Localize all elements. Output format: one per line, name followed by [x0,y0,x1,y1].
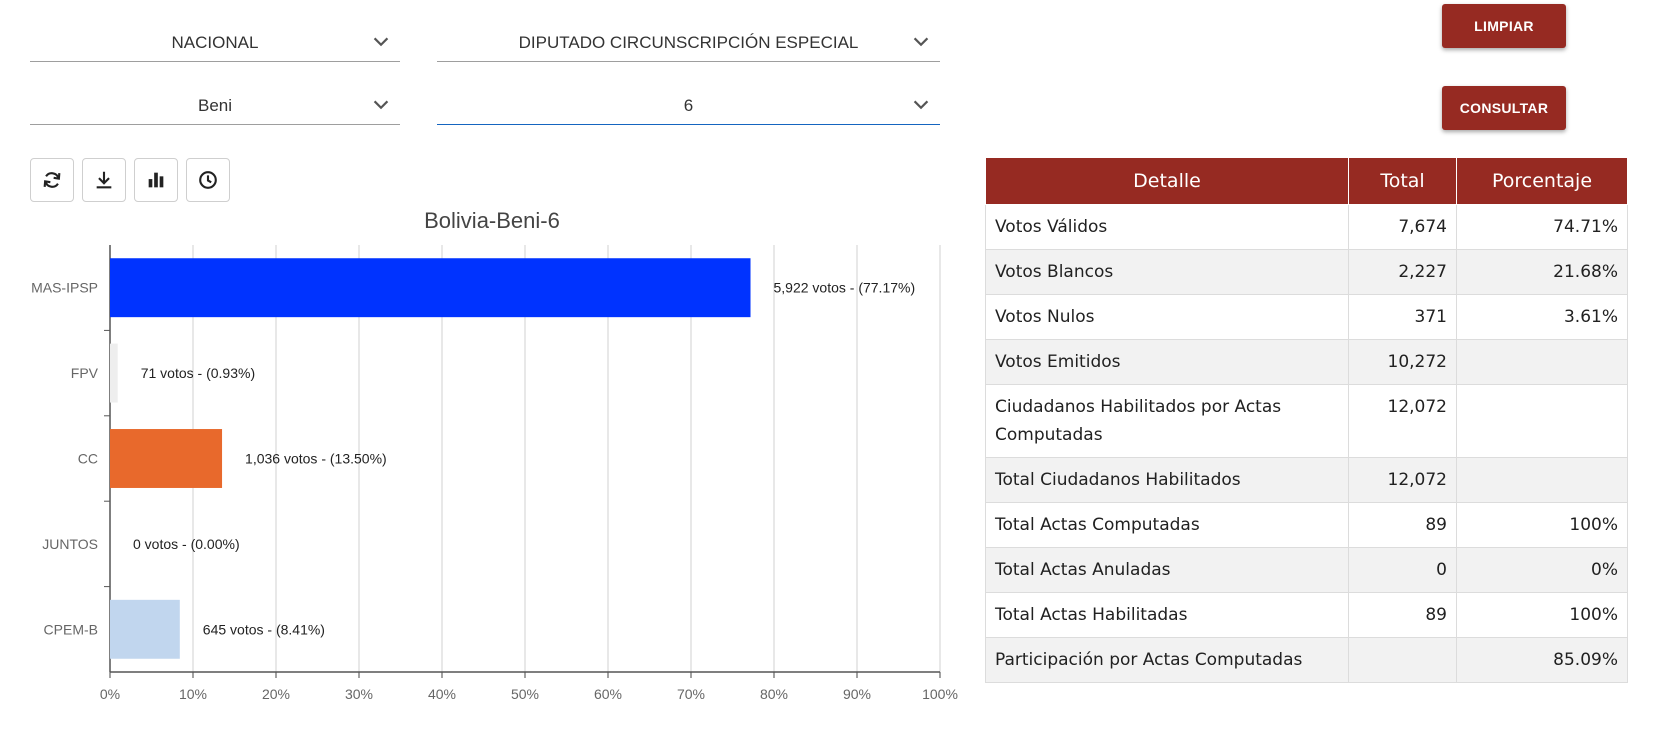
election-type-select[interactable]: DIPUTADO CIRCUNSCRIPCIÓN ESPECIAL [437,25,940,62]
table-row: Votos Válidos 7,674 74.71% [985,204,1628,250]
category-label: CC [78,451,98,467]
row-total: 0 [1348,547,1457,593]
row-percent: 74.71% [1456,204,1628,250]
row-total: 10,272 [1348,339,1457,385]
bar-cpem-b [110,599,180,659]
x-tick-label: 100% [922,686,958,702]
row-detail: Votos Blancos [985,249,1349,295]
row-total: 89 [1348,592,1457,638]
row-percent: 21.68% [1456,249,1628,295]
query-button[interactable]: CONSULTAR [1442,86,1566,130]
row-total: 371 [1348,294,1457,340]
row-total: 12,072 [1348,384,1457,458]
x-tick-label: 10% [179,686,207,702]
refresh-icon [43,172,61,188]
row-detail: Votos Emitidos [985,339,1349,385]
row-total: 12,072 [1348,457,1457,503]
column-header-detalle: Detalle [985,157,1349,205]
department-select-value: Beni [197,96,233,115]
row-percent [1456,339,1628,385]
row-percent: 100% [1456,592,1628,638]
results-table: Detalle Total Porcentaje Votos Válidos 7… [985,157,1628,683]
data-label: 1,036 votos - (13.50%) [245,451,387,467]
bar-cc [110,429,223,488]
results-bar-chart: Bolivia-Beni-6 0% 10% 20% 30% 40% 50% 60% 70% 80… [31,208,958,702]
row-detail: Ciudadanos Habilitados por Actas Computa… [985,384,1349,458]
row-percent: 3.61% [1456,294,1628,340]
row-total: 7,674 [1348,204,1457,250]
row-total [1348,637,1457,683]
chevron-down-icon [913,100,929,110]
election-type-select-value: DIPUTADO CIRCUNSCRIPCIÓN ESPECIAL [518,33,859,52]
x-tick-label: 60% [594,686,622,702]
table-row: Total Actas Anuladas 0 0% [985,547,1628,593]
row-percent: 85.09% [1456,637,1628,683]
download-button[interactable] [82,158,126,202]
scope-select-value: NACIONAL [171,33,259,52]
x-tick-label: 0% [100,686,120,702]
row-detail: Votos Válidos [985,204,1349,250]
row-detail: Participación por Actas Computadas [985,637,1349,683]
column-header-total: Total [1348,157,1457,205]
x-tick-label: 30% [345,686,373,702]
row-detail: Total Actas Computadas [985,502,1349,548]
clear-button[interactable]: LIMPIAR [1442,4,1566,48]
table-row: Votos Nulos 371 3.61% [985,294,1628,340]
table-row: Total Ciudadanos Habilitados 12,072 [985,457,1628,503]
chevron-down-icon [373,37,389,47]
row-percent [1456,457,1628,503]
x-tick-label: 70% [677,686,705,702]
category-label: CPEM-B [44,621,98,637]
row-total: 89 [1348,502,1457,548]
data-label: 71 votos - (0.93%) [141,365,255,381]
table-row: Votos Blancos 2,227 21.68% [985,249,1628,295]
data-label: 0 votos - (0.00%) [133,536,240,552]
x-tick-label: 80% [760,686,788,702]
x-tick-label: 40% [428,686,456,702]
department-select[interactable]: Beni [30,88,400,125]
row-detail: Total Ciudadanos Habilitados [985,457,1349,503]
bar-chart-icon [148,172,164,188]
category-label: JUNTOS [42,536,98,552]
circunscripcion-select[interactable]: 6 [437,88,940,125]
table-row: Votos Emitidos 10,272 [985,339,1628,385]
scope-select[interactable]: NACIONAL [30,25,400,62]
row-total: 2,227 [1348,249,1457,295]
table-row: Total Actas Habilitadas 89 100% [985,592,1628,638]
download-icon [96,171,112,189]
x-tick-label: 50% [511,686,539,702]
bar-fpv [110,343,118,403]
row-percent [1456,384,1628,458]
bar-mas-ipsp [110,258,751,318]
refresh-button[interactable] [30,158,74,202]
chevron-down-icon [373,100,389,110]
x-tick-label: 20% [262,686,290,702]
table-row: Total Actas Computadas 89 100% [985,502,1628,548]
row-detail: Total Actas Habilitadas [985,592,1349,638]
data-label: 5,922 votos - (77.17%) [774,280,916,296]
table-row: Participación por Actas Computadas 85.09… [985,637,1628,683]
chart-title: Bolivia-Beni-6 [424,208,560,233]
row-detail: Votos Nulos [985,294,1349,340]
row-percent: 100% [1456,502,1628,548]
clock-icon [199,171,217,189]
category-label: FPV [71,365,99,381]
history-button[interactable] [186,158,230,202]
circunscripcion-select-value: 6 [683,96,694,115]
chart-button[interactable] [134,158,178,202]
column-header-porcentaje: Porcentaje [1456,157,1628,205]
category-label: MAS-IPSP [31,280,98,296]
row-detail: Total Actas Anuladas [985,547,1349,593]
data-label: 645 votos - (8.41%) [203,621,325,637]
row-percent: 0% [1456,547,1628,593]
x-tick-label: 90% [843,686,871,702]
chevron-down-icon [913,37,929,47]
table-row: Ciudadanos Habilitados por Actas Computa… [985,384,1628,458]
